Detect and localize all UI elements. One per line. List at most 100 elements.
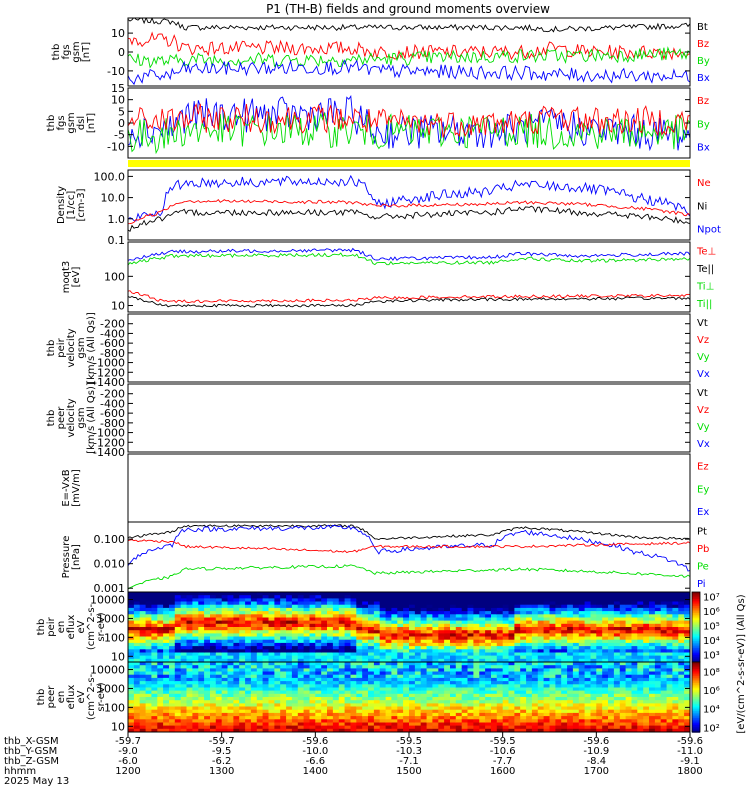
series-line-2 bbox=[128, 199, 690, 225]
y-axis-label: dsl bbox=[76, 116, 87, 130]
panel-6: -200-400-600-800-1000-1200-1400 thb peer ve… bbox=[46, 382, 710, 459]
panel-frame bbox=[127, 521, 691, 593]
series-line-2 bbox=[128, 31, 690, 61]
y-tick-label: 10 bbox=[111, 94, 125, 107]
series-group bbox=[128, 247, 690, 308]
y-tick-label: 1000 bbox=[97, 682, 125, 695]
y-tick-label: 5 bbox=[118, 105, 125, 118]
y-axis-label: [mV/m] bbox=[71, 469, 82, 507]
y-tick-label: -10 bbox=[107, 140, 125, 153]
legend-label: Vt bbox=[697, 318, 708, 329]
colorbar-tick-label: 10⁵ bbox=[703, 622, 720, 633]
y-tick-label: -1000 bbox=[93, 427, 125, 440]
axis-row-label: 2025 May 13 bbox=[4, 776, 69, 787]
legend-label: Pe bbox=[697, 562, 709, 573]
legend-label: Pt bbox=[697, 527, 707, 538]
colorbar-tick-label: 10⁶ bbox=[703, 686, 720, 697]
panel-8: 0.100 0.010 0.001 Pressure [nPa] Pt Pb Pe Pi bbox=[61, 521, 709, 595]
series-line-4 bbox=[128, 296, 690, 308]
x-tick-label: -8.4 bbox=[587, 756, 607, 767]
legend-label: Npot bbox=[697, 225, 721, 236]
axis-row-label: thb_Z-GSM bbox=[4, 756, 59, 767]
y-axis-label: E=-VxB bbox=[61, 469, 72, 506]
x-tick-label: 1800 bbox=[677, 766, 702, 777]
panel-frame bbox=[127, 17, 691, 87]
x-tick-label: -7.7 bbox=[493, 756, 513, 767]
x-tick-label: -11.0 bbox=[677, 746, 703, 757]
legend-label: By bbox=[697, 56, 710, 67]
series-line-2 bbox=[128, 252, 690, 266]
y-tick-label: -200 bbox=[100, 318, 125, 331]
legend-label: Pb bbox=[697, 544, 709, 555]
y-tick-label: 100 bbox=[104, 701, 125, 714]
y-tick-label: 10 bbox=[111, 650, 125, 663]
legend-label: Vt bbox=[697, 388, 708, 399]
x-tick-label: -10.3 bbox=[396, 746, 422, 757]
series-line-3 bbox=[128, 539, 690, 554]
series-line-2 bbox=[128, 112, 690, 155]
legend-label: Ey bbox=[697, 484, 709, 495]
y-axis-label: velocity bbox=[66, 398, 77, 437]
y-axis-label: (cm^2-s- bbox=[86, 673, 97, 720]
y-axis-label: en bbox=[56, 621, 67, 634]
y-axis-label: thb bbox=[46, 340, 57, 357]
plot-title: P1 (TH-B) fields and ground moments over… bbox=[266, 2, 550, 16]
panel-1: 10 0 -10 thb fgs gsm [nT] Bt Bz By Bx bbox=[51, 17, 710, 87]
y-axis-label: sr-eV) bbox=[96, 612, 107, 641]
y-axis-label: fgs bbox=[61, 44, 72, 59]
y-tick-label: 10 bbox=[111, 720, 125, 733]
legend-label: Bt bbox=[697, 22, 708, 33]
y-axis-label: thb bbox=[36, 689, 47, 706]
y-tick-label: -400 bbox=[100, 327, 125, 340]
series-line-1 bbox=[128, 524, 690, 541]
y-tick-label: -800 bbox=[100, 347, 125, 360]
legend-label: Vz bbox=[697, 405, 709, 416]
legend-label: Ni bbox=[697, 201, 707, 212]
series-line-1 bbox=[128, 247, 690, 261]
colorbar-tick-label: 10⁶ bbox=[703, 607, 720, 618]
x-tick-label: 1700 bbox=[584, 766, 609, 777]
x-tick-label: -10.6 bbox=[490, 746, 516, 757]
y-tick-label: 100 bbox=[104, 270, 125, 283]
series-group bbox=[128, 524, 690, 590]
series-group bbox=[128, 18, 690, 86]
x-tick-label: 1400 bbox=[303, 766, 328, 777]
y-axis-label: gsm bbox=[76, 407, 87, 428]
axis-row-label: hhmm bbox=[4, 766, 36, 777]
y-tick-label: 0.1 bbox=[108, 234, 126, 247]
y-axis-label: [km/s (All Qs)] bbox=[86, 382, 97, 454]
y-tick-label: -600 bbox=[100, 407, 125, 420]
y-tick-label: 10.0 bbox=[101, 192, 126, 205]
colorbar-layer: 10⁷ 10⁶ 10⁵ 10⁴ 10³ 10⁸ 10⁶ 10⁴ 10² [eV/(cm^2-s-s… bbox=[691, 591, 747, 734]
y-axis-label: gsm bbox=[71, 41, 82, 62]
colorbar-tick-label: 10³ bbox=[703, 651, 720, 662]
legend-label: Ne bbox=[697, 178, 711, 189]
y-tick-label: 10000 bbox=[90, 594, 125, 607]
y-axis-label: en bbox=[56, 691, 67, 704]
colorbar-tick-label: 10⁴ bbox=[703, 636, 720, 647]
panel-7: E=-VxB [mV/m] Ez Ey Ex bbox=[61, 453, 709, 523]
x-tick-label: -9.1 bbox=[680, 756, 700, 767]
y-axis-label: [nT] bbox=[81, 42, 92, 62]
y-tick-label: 0 bbox=[118, 117, 125, 130]
y-tick-label: -1000 bbox=[93, 357, 125, 370]
x-tick-label: -59.7 bbox=[115, 736, 141, 747]
colorbar-label: [eV/(cm^2-s-sr-eV)] (All Qs) bbox=[736, 594, 747, 733]
legend-label: Bx bbox=[697, 143, 710, 154]
x-tick-label: -6.6 bbox=[306, 756, 326, 767]
x-tick-label: -59.6 bbox=[302, 736, 328, 747]
y-axis-label: peer bbox=[46, 685, 57, 709]
y-axis-label: [cm-3] bbox=[76, 188, 87, 221]
legend-label: Pi bbox=[697, 579, 706, 590]
legend-label: Te⊥ bbox=[696, 247, 716, 258]
y-tick-label: -1200 bbox=[93, 436, 125, 449]
series-line-3 bbox=[128, 103, 690, 138]
colorbar-1: 10⁷ 10⁶ 10⁵ 10⁴ 10³ bbox=[691, 591, 720, 663]
y-tick-label: -1400 bbox=[93, 376, 125, 389]
y-tick-label: 15 bbox=[111, 82, 125, 95]
series-group bbox=[128, 95, 690, 155]
y-tick-label: -200 bbox=[100, 388, 125, 401]
y-tick-label: 100 bbox=[104, 631, 125, 644]
